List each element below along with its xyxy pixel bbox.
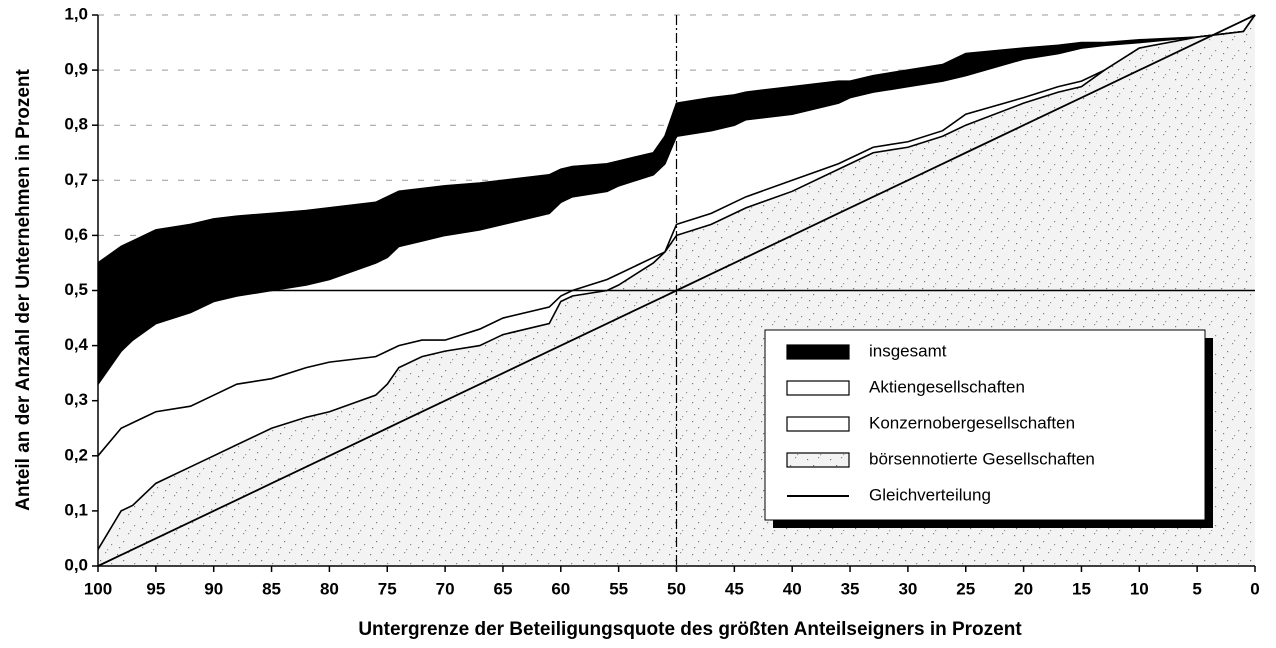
x-tick-label: 20: [1014, 579, 1033, 598]
x-tick-label: 30: [898, 579, 917, 598]
x-tick-label: 50: [667, 579, 686, 598]
y-tick-label: 0,3: [64, 390, 88, 409]
x-tick-label: 35: [841, 579, 860, 598]
legend-swatch: [786, 344, 850, 360]
x-tick-label: 45: [725, 579, 744, 598]
legend-label: Gleichverteilung: [869, 485, 991, 504]
x-tick-label: 95: [146, 579, 165, 598]
legend-label: börsennotierte Gesellschaften: [869, 449, 1095, 468]
x-tick-label: 0: [1250, 579, 1259, 598]
legend-swatch: [786, 380, 850, 396]
x-tick-label: 10: [1130, 579, 1149, 598]
y-tick-label: 0,0: [64, 555, 88, 574]
y-tick-label: 0,7: [64, 170, 88, 189]
y-tick-label: 0,1: [64, 500, 88, 519]
y-tick-label: 0,8: [64, 115, 88, 134]
legend-swatch: [786, 452, 850, 468]
x-tick-label: 85: [262, 579, 281, 598]
y-tick-label: 0,9: [64, 60, 88, 79]
legend-label: Konzernobergesellschaften: [869, 413, 1075, 432]
y-tick-label: 0,5: [64, 280, 88, 299]
y-tick-label: 0,2: [64, 445, 88, 464]
x-tick-label: 60: [551, 579, 570, 598]
legend-swatch: [786, 416, 850, 432]
x-tick-label: 15: [1072, 579, 1091, 598]
area-line: [97, 14, 1256, 264]
x-tick-label: 90: [204, 579, 223, 598]
y-axis-label: Anteil an der Anzahl der Unternehmen in …: [13, 69, 34, 511]
x-tick-label: 70: [436, 579, 455, 598]
line: [97, 14, 1256, 567]
x-axis-label: Untergrenze der Beteiligungsquote des gr…: [358, 619, 1022, 640]
area-line: [97, 14, 1256, 457]
y-tick-label: 1,0: [64, 4, 88, 23]
x-tick-label: 5: [1192, 579, 1201, 598]
x-tick-label: 65: [493, 579, 512, 598]
x-tick-label: 40: [783, 579, 802, 598]
legend-label: Aktiengesellschaften: [869, 377, 1025, 396]
legend-label: insgesamt: [869, 341, 947, 360]
y-tick-label: 0,4: [64, 335, 88, 354]
x-tick-label: 55: [609, 579, 628, 598]
x-tick-label: 75: [378, 579, 397, 598]
y-tick-label: 0,6: [64, 225, 88, 244]
area-line: [97, 14, 1256, 550]
x-tick-label: 100: [84, 579, 112, 598]
x-tick-label: 80: [320, 579, 339, 598]
x-tick-label: 25: [956, 579, 975, 598]
